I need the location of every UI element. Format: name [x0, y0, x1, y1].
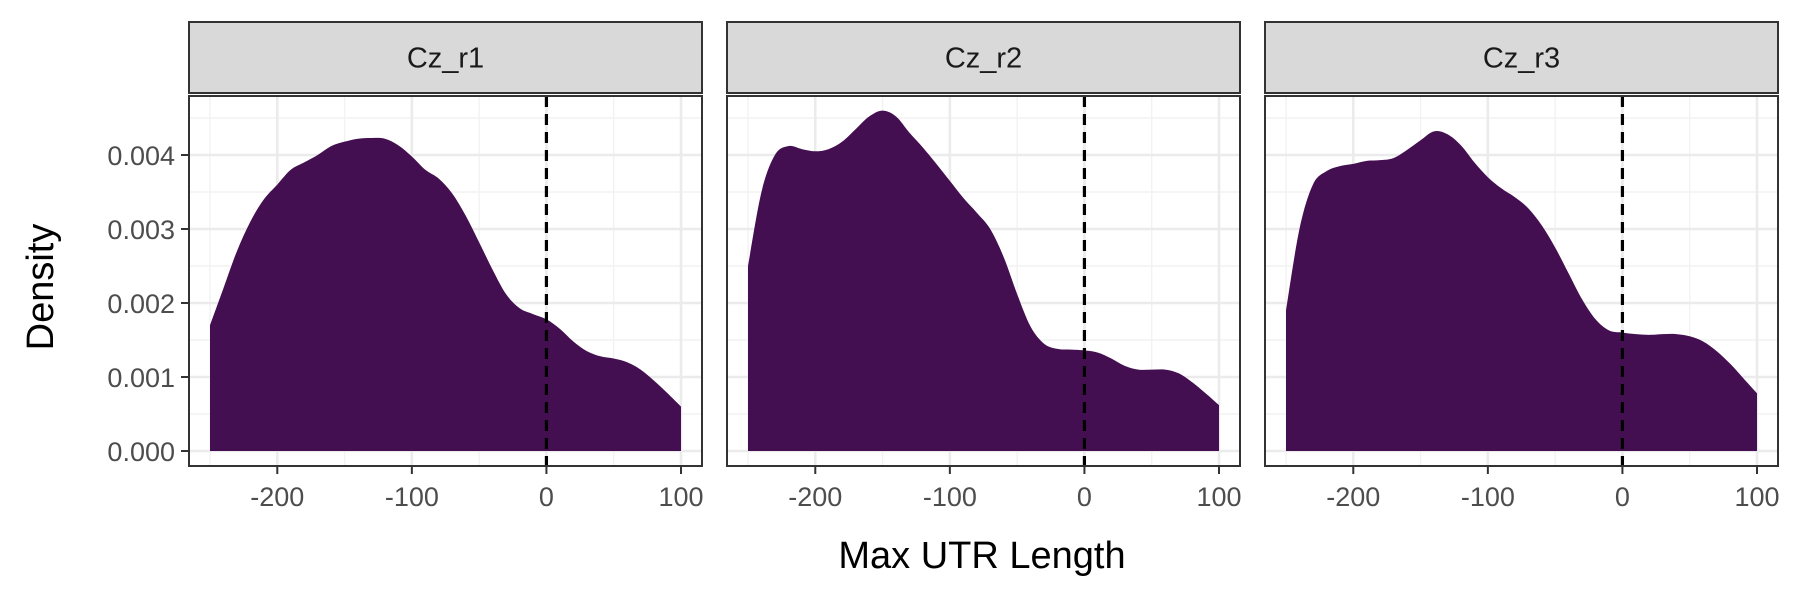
y-tick-label: 0.002: [107, 289, 175, 319]
panel-border: [188, 95, 703, 467]
x-tick-label: 100: [658, 482, 703, 512]
y-tick-label: 0.001: [107, 363, 175, 393]
x-tick-label: -100: [1461, 482, 1515, 512]
x-axes: -200 -100 0 100 -200 -100 0 100 -200 -100 0 100: [250, 466, 1780, 512]
y-tick-label: 0.000: [107, 437, 175, 467]
panel-1: Cz_r1: [188, 21, 703, 467]
x-tick-label: 0: [1077, 482, 1092, 512]
facet-strip: [188, 21, 703, 94]
x-tick-label: 100: [1196, 482, 1241, 512]
panel-3: Cz_r3: [1264, 21, 1779, 467]
panel-border: [726, 95, 1241, 467]
x-tick-label: 0: [1615, 482, 1630, 512]
x-tick-label: -200: [1326, 482, 1380, 512]
x-axis-title: Max UTR Length: [838, 535, 1125, 577]
density-area: [1286, 131, 1757, 451]
x-tick-label: 0: [539, 482, 554, 512]
y-tick-label: 0.004: [107, 141, 175, 171]
panel-border: [1264, 95, 1779, 467]
facet-label: Cz_r2: [945, 43, 1022, 75]
y-axis-title: Density: [20, 224, 62, 351]
y-axis: 0.000 0.001 0.002 0.003 0.004: [107, 141, 189, 467]
density-area: [210, 137, 681, 451]
y-tick-label: 0.003: [107, 215, 175, 245]
panels-layer: Cz_r1 Cz_r2 Cz_r3: [188, 21, 1779, 467]
density-area: [748, 110, 1219, 451]
x-tick-label: -100: [385, 482, 439, 512]
facet-label: Cz_r3: [1483, 43, 1560, 75]
x-tick-label: -200: [250, 482, 304, 512]
facet-strip: [1264, 21, 1779, 94]
x-tick-label: -100: [923, 482, 977, 512]
panel-2: Cz_r2: [726, 21, 1241, 467]
facet-label: Cz_r1: [407, 43, 484, 75]
x-tick-label: 100: [1734, 482, 1779, 512]
facet-strip: [726, 21, 1241, 94]
x-tick-label: -200: [788, 482, 842, 512]
